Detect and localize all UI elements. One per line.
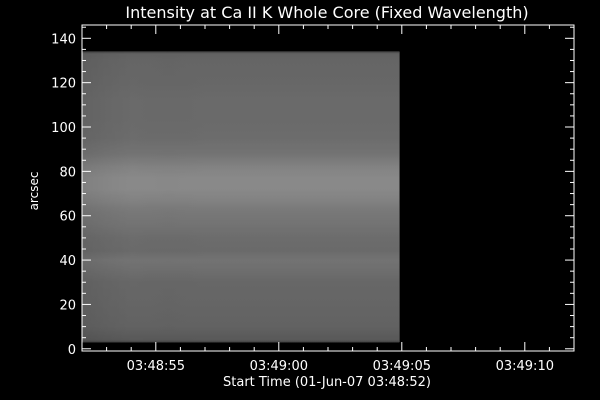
x-tick-label: 03:49:10	[496, 359, 554, 374]
y-tick-label: 80	[59, 165, 76, 180]
y-tick-label: 60	[59, 210, 76, 225]
y-axis-label: arcsec	[27, 172, 41, 211]
x-tick-label: 03:48:55	[127, 359, 185, 374]
x-tick-label: 03:49:00	[250, 359, 308, 374]
intensity-image	[82, 51, 400, 343]
y-tick-label: 120	[51, 77, 76, 92]
y-tick-label: 100	[51, 121, 76, 136]
y-tick-label: 0	[68, 343, 76, 358]
axes: 03:48:55 03:49:00 03:49:05 03:49:10 0 20 40 60 8…	[51, 24, 575, 374]
y-tick-label: 20	[59, 298, 76, 313]
x-axis-label: Start Time (01-Jun-07 03:48:52)	[223, 375, 431, 390]
chart-title: Intensity at Ca II K Whole Core (Fixed W…	[125, 3, 528, 22]
intensity-image-time-variation	[82, 51, 400, 343]
y-tick-label: 140	[51, 32, 76, 47]
y-tick-label: 40	[59, 254, 76, 269]
x-tick-label: 03:49:05	[373, 359, 431, 374]
